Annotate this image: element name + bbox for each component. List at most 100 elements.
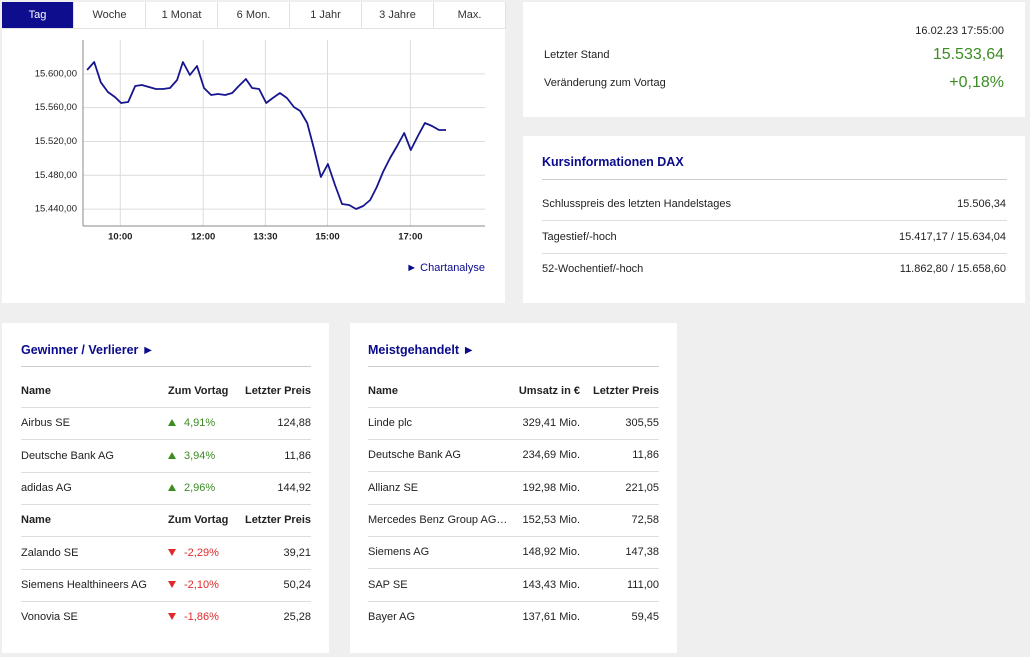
turnover: 329,41 Mio. [522,417,580,429]
price: 221,05 [625,481,659,494]
x-tick-label: 12:00 [191,232,215,243]
y-tick-label: 15.560,00 [35,102,77,113]
change-value: +0,18% [949,74,1004,91]
price: 39,21 [283,546,311,559]
row-separator [368,568,659,570]
price: 25,28 [283,611,311,624]
price-line [86,61,446,210]
change-value: 2,96% [184,481,216,494]
tab[interactable]: 3 Jahre [362,2,434,29]
price: 111,00 [626,578,659,591]
tab[interactable]: Max. [434,2,506,29]
y-tick-label: 15.600,00 [35,68,77,79]
row-separator [368,407,659,408]
row-separator [21,471,311,473]
section-title: Meistgehandelt ► [368,343,475,357]
info-label: Schlusspreis des letzten Handelstages [542,198,731,210]
most-traded-panel: Meistgehandelt ► Name Umsatz in € Letzter P… [350,323,677,653]
up-arrow [168,451,176,459]
turnover: 234,69 Mio. [522,449,580,462]
kursinfo-panel: Kursinformationen DAX Schlusspreis des le… [523,136,1025,303]
row-separator [21,439,311,441]
price: 144,92 [277,481,311,494]
timestamp: 16.02.23 17:55:00 [915,25,1004,37]
winners-panel: Gewinner / Verlierer ► Name Zum Vortag Letz… [2,323,329,653]
up-arrow [168,483,176,491]
price: 50,24 [283,578,311,591]
stock-name: Siemens Healthineers AG [21,578,147,591]
price: 147,38 [625,546,659,559]
change-value: -2,29% [184,546,219,559]
up-arrow [168,419,176,427]
row-separator [368,503,659,505]
row-separator [368,600,659,602]
row-separator [21,600,311,602]
row-separator [21,568,311,570]
stock-name: Bayer AG [368,610,416,623]
tab[interactable]: Woche [74,2,146,29]
tab[interactable]: 1 Monat [146,2,218,29]
row-separator [21,503,311,505]
price: 59,45 [631,610,659,623]
price: 305,55 [625,417,659,429]
last-label: Letzter Stand [544,49,610,61]
chart-analysis-link[interactable]: ► Chartanalyse [406,262,485,274]
info-value: 15.417,17 / 15.634,04 [898,230,1006,243]
column-header: Letzter Preis [244,514,311,527]
chart-panel: 15.440,00 15.480,00 15.520,00 15.560,00 15.6… [2,2,506,303]
turnover: 192,98 Mio. [522,481,580,494]
title-rule [542,179,1007,180]
tab[interactable]: 6 Mon. [218,2,290,29]
stock-name: Siemens AG [368,546,430,559]
column-header: Name [21,385,51,397]
price: 11,86 [632,449,659,462]
down-arrow [168,613,176,621]
column-header: Letzter Preis [244,385,311,397]
info-value: 11.862,80 / 15.658,60 [899,263,1006,275]
stock-name: Airbus SE [21,417,70,430]
row-separator [542,252,1007,254]
column-header: Zum Vortag [168,385,229,397]
row-separator [368,439,659,440]
last-value: 15.533,64 [932,46,1004,63]
quote-panel: 16.02.23 17:55:00 Letzter Stand 15.533,64 V… [523,2,1025,117]
change-label: Veränderung zum Vortag [544,77,666,89]
stock-name: Allianz SE [368,481,419,494]
stock-name: Zalando SE [21,546,79,559]
column-header: Name [368,385,398,397]
y-tick-label: 15.520,00 [35,136,77,147]
down-arrow [168,580,176,588]
row-separator [542,220,1007,221]
chart: 15.440,00 15.480,00 15.520,00 15.560,00 15.6… [35,40,485,243]
x-tick-label: 13:30 [253,232,277,243]
stock-name: adidas AG [21,481,72,494]
stock-name: Linde plc [368,417,413,429]
change-value: -1,86% [184,611,219,624]
stock-name: Mercedes Benz Group AG… [368,513,508,526]
tab[interactable]: Tag [2,2,74,29]
info-label: Tagestief/-hoch [542,230,617,243]
row-separator [21,407,311,408]
y-tick-label: 15.480,00 [35,170,77,181]
price: 72,58 [631,513,659,526]
title-rule [368,366,659,367]
turnover: 143,43 Mio. [522,578,580,591]
row-separator [368,535,659,537]
x-tick-label: 10:00 [108,232,132,243]
stock-name: Vonovia SE [21,611,78,624]
price: 124,88 [277,417,311,430]
column-header: Umsatz in € [518,385,580,397]
info-value: 15.506,34 [957,198,1006,210]
tab[interactable]: 1 Jahr [290,2,362,29]
change-value: 3,94% [184,449,216,462]
column-header: Name [21,514,51,527]
column-header: Letzter Preis [592,385,659,397]
section-title: Gewinner / Verlierer ► [21,343,155,357]
info-label: 52-Wochentief/-hoch [542,263,644,275]
y-tick-label: 15.440,00 [35,204,77,215]
stock-name: Deutsche Bank AG [21,449,114,462]
change-value: -2,10% [184,578,219,591]
stock-name: Deutsche Bank AG [368,449,461,462]
section-title: Kursinformationen DAX [542,155,684,169]
